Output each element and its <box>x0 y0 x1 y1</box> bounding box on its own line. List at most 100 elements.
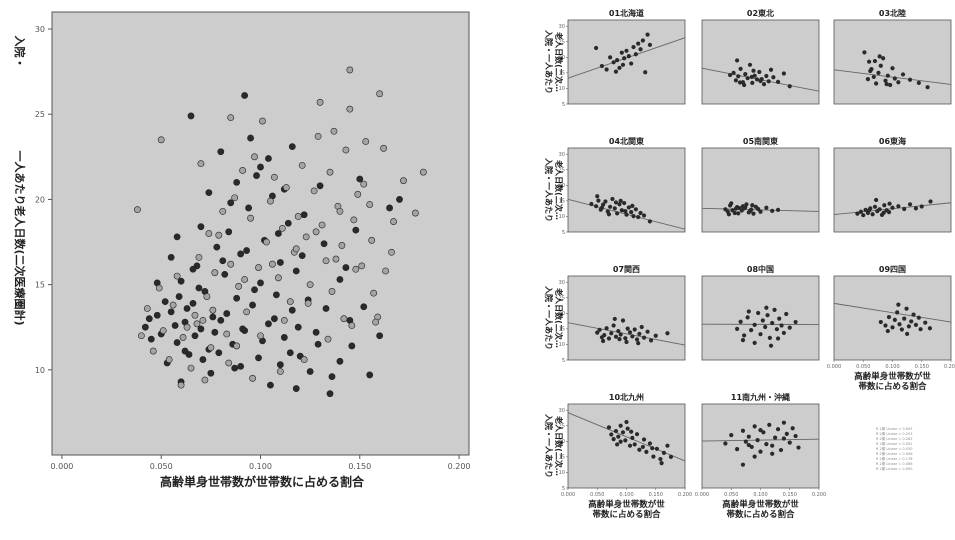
main-data-point <box>306 368 314 375</box>
main-data-point <box>265 320 272 328</box>
main-data-point <box>209 313 217 321</box>
region-data-point <box>632 327 637 332</box>
region-data-point <box>732 210 737 216</box>
region-data-point <box>738 66 743 71</box>
fit-legend-line: R 2乗 Linear = 0.030 <box>876 446 912 451</box>
region-data-point <box>729 433 734 438</box>
region-plot-area <box>567 275 686 361</box>
region-data-point <box>867 208 872 213</box>
region-x-tick-label: 0.050 <box>590 492 604 498</box>
main-data-point <box>286 349 294 357</box>
region-data-point <box>620 430 626 435</box>
region-fit-line <box>701 438 820 442</box>
main-data-point <box>221 270 229 278</box>
main-data-point <box>282 184 290 191</box>
region-data-point <box>647 219 653 224</box>
main-data-point <box>177 277 185 285</box>
main-data-point <box>328 373 336 381</box>
region-data-point <box>743 439 748 444</box>
main-data-point <box>324 335 332 343</box>
main-data-point <box>143 305 151 312</box>
region-data-point <box>895 310 900 315</box>
main-data-point <box>153 311 161 319</box>
main-data-point <box>233 178 241 186</box>
region-data-point <box>750 80 755 85</box>
region-data-point <box>622 56 627 61</box>
region-data-point <box>890 205 895 210</box>
region-data-point <box>787 325 792 330</box>
main-data-point <box>219 257 227 265</box>
region-data-point <box>637 447 642 452</box>
region-y-tick-label: 5 <box>562 102 565 108</box>
main-data-point <box>161 298 169 306</box>
region-data-point <box>634 337 640 342</box>
region-data-point <box>905 331 910 336</box>
region-data-point <box>764 305 769 310</box>
main-data-point <box>183 305 191 312</box>
main-data-point <box>376 332 384 340</box>
region-data-point <box>758 428 763 433</box>
main-data-point <box>276 368 284 375</box>
region-y-tick-label: 20 <box>559 311 565 317</box>
region-data-point <box>758 78 763 84</box>
region-data-point <box>616 434 621 439</box>
region-data-point <box>781 330 787 336</box>
region-data-point <box>740 428 746 433</box>
region-data-point <box>618 332 623 337</box>
region-data-point <box>627 330 633 335</box>
main-data-point <box>237 250 245 258</box>
main-data-point <box>217 148 225 156</box>
main-y-tick-label: 25 <box>35 110 45 119</box>
region-data-point <box>611 437 616 442</box>
main-data-point <box>171 322 179 329</box>
region-panel-title: 03北陸 <box>879 8 906 18</box>
fit-legend-line: R 2乗 Linear = 0.052 <box>876 441 912 446</box>
region-data-point <box>625 326 630 331</box>
region-x-tick-label: 0.000 <box>561 492 575 498</box>
region-plot-area <box>567 147 686 233</box>
region-data-point <box>777 316 782 321</box>
region-plot-area <box>567 19 686 105</box>
main-data-point <box>336 276 344 283</box>
region-data-point <box>758 449 763 454</box>
region-data-point <box>896 302 901 307</box>
region-data-point <box>665 443 670 448</box>
region-fit-line <box>567 322 686 346</box>
region-data-point <box>902 316 907 321</box>
main-data-point <box>411 209 419 217</box>
fit-legend-line: R 2乗 Linear = 0.000 <box>876 466 912 471</box>
region-data-point <box>735 326 740 331</box>
main-data-point <box>243 308 250 316</box>
main-data-point <box>419 168 427 176</box>
main-data-point <box>292 385 300 392</box>
main-data-point <box>199 316 207 324</box>
region-data-point <box>886 209 892 215</box>
main-data-point <box>251 286 258 294</box>
main-x-tick-label: 0.100 <box>249 462 272 471</box>
region-data-point <box>623 209 628 214</box>
region-data-point <box>886 314 892 320</box>
main-data-point <box>217 316 225 324</box>
region-data-point <box>727 72 733 78</box>
main-data-point <box>245 204 252 212</box>
region-data-point <box>770 443 775 448</box>
region-x-tick-label: 0.200 <box>678 492 692 498</box>
main-data-point <box>292 245 300 253</box>
region-data-point <box>615 211 620 216</box>
region-data-point <box>626 205 631 210</box>
main-data-point <box>300 211 308 219</box>
main-data-point <box>223 310 231 317</box>
region-data-point <box>775 427 781 432</box>
region-data-point <box>595 330 600 335</box>
region-data-point <box>925 85 930 90</box>
region-y-tick-label: 10 <box>559 86 565 92</box>
main-data-point <box>141 323 149 331</box>
main-data-point <box>165 356 173 363</box>
region-data-point <box>615 58 620 63</box>
region-data-point <box>877 207 882 212</box>
main-data-point <box>201 376 209 384</box>
region-data-point <box>736 74 741 79</box>
region-plot-area <box>701 19 820 105</box>
main-data-point <box>173 339 181 346</box>
main-data-point <box>213 243 221 251</box>
